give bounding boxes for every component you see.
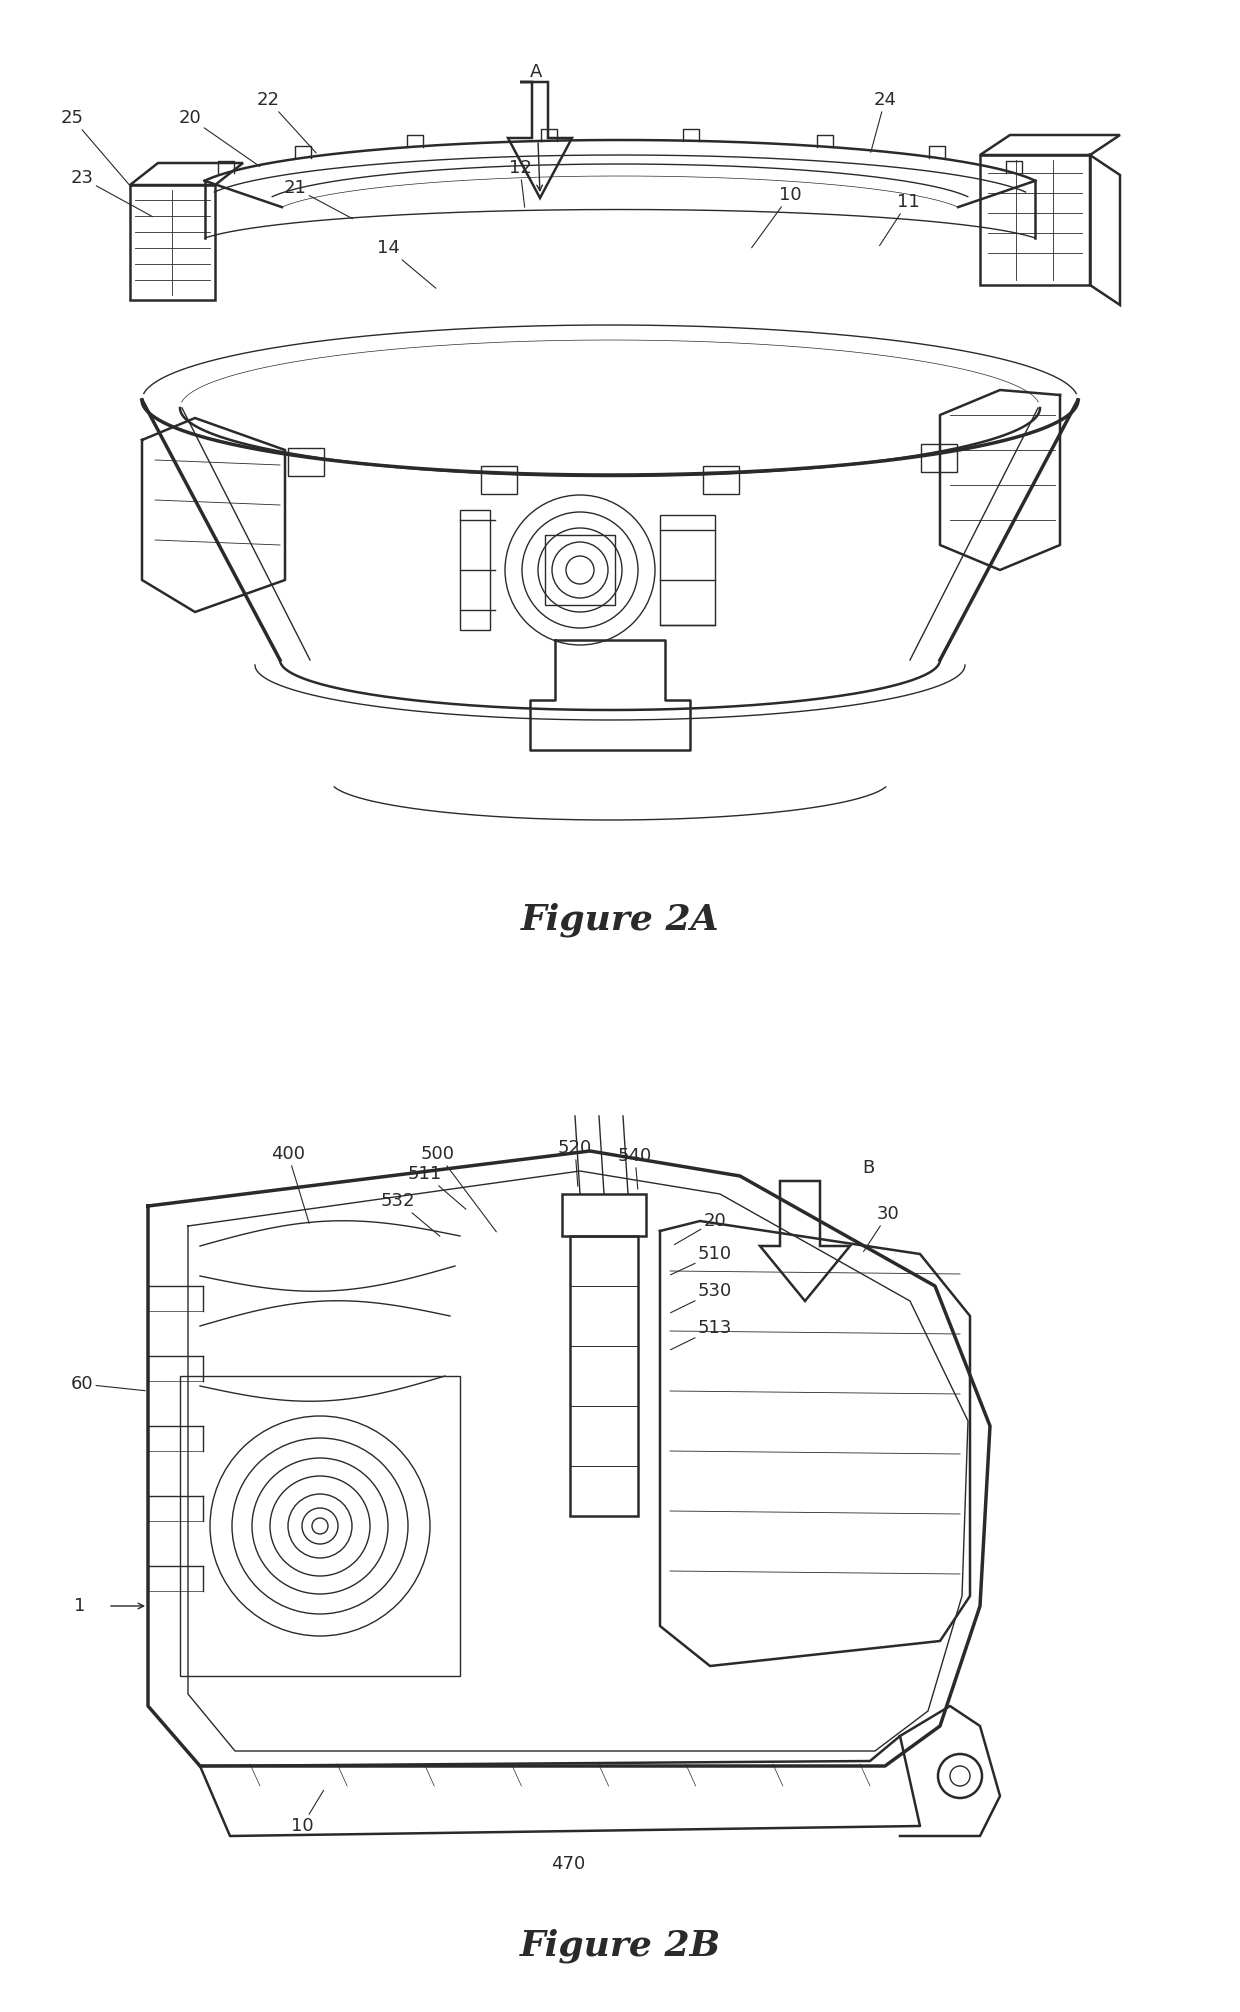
Text: 11: 11 [879, 193, 919, 245]
Bar [570, 1235, 639, 1515]
Text: 520: 520 [558, 1139, 593, 1187]
Bar [180, 1376, 460, 1676]
Text: B: B [862, 1159, 874, 1177]
Text: 24: 24 [870, 91, 897, 153]
Bar [481, 465, 517, 493]
Bar [660, 515, 715, 626]
Bar [460, 509, 490, 630]
Text: Figure 2A: Figure 2A [521, 903, 719, 938]
Bar [288, 449, 324, 477]
Text: 14: 14 [377, 239, 436, 288]
Text: 500: 500 [422, 1145, 496, 1231]
Text: 530: 530 [671, 1282, 732, 1312]
Text: 21: 21 [284, 179, 352, 219]
Text: 20: 20 [675, 1211, 727, 1245]
Text: 25: 25 [61, 109, 130, 185]
Bar [130, 185, 215, 300]
Bar [921, 445, 957, 471]
Text: 10: 10 [751, 185, 801, 247]
Text: 513: 513 [671, 1320, 732, 1350]
Text: 30: 30 [863, 1205, 899, 1251]
Text: 400: 400 [272, 1145, 309, 1223]
Bar [703, 465, 739, 493]
Text: 22: 22 [257, 91, 316, 153]
Bar [562, 1193, 646, 1235]
Polygon shape [760, 1181, 849, 1302]
Text: 10: 10 [290, 1791, 324, 1835]
Text: 1: 1 [74, 1598, 86, 1616]
Text: 540: 540 [618, 1147, 652, 1189]
Text: 510: 510 [671, 1245, 732, 1276]
Bar [546, 535, 615, 606]
Text: 470: 470 [551, 1855, 585, 1873]
Text: 511: 511 [408, 1165, 466, 1209]
Text: 60: 60 [71, 1374, 145, 1392]
Text: Figure 2B: Figure 2B [520, 1930, 720, 1964]
Text: 12: 12 [508, 159, 532, 207]
Text: A: A [529, 62, 542, 80]
Bar [980, 155, 1090, 286]
Text: 20: 20 [179, 109, 259, 167]
Text: 23: 23 [71, 169, 153, 217]
Polygon shape [508, 82, 572, 197]
Text: 532: 532 [381, 1191, 440, 1235]
